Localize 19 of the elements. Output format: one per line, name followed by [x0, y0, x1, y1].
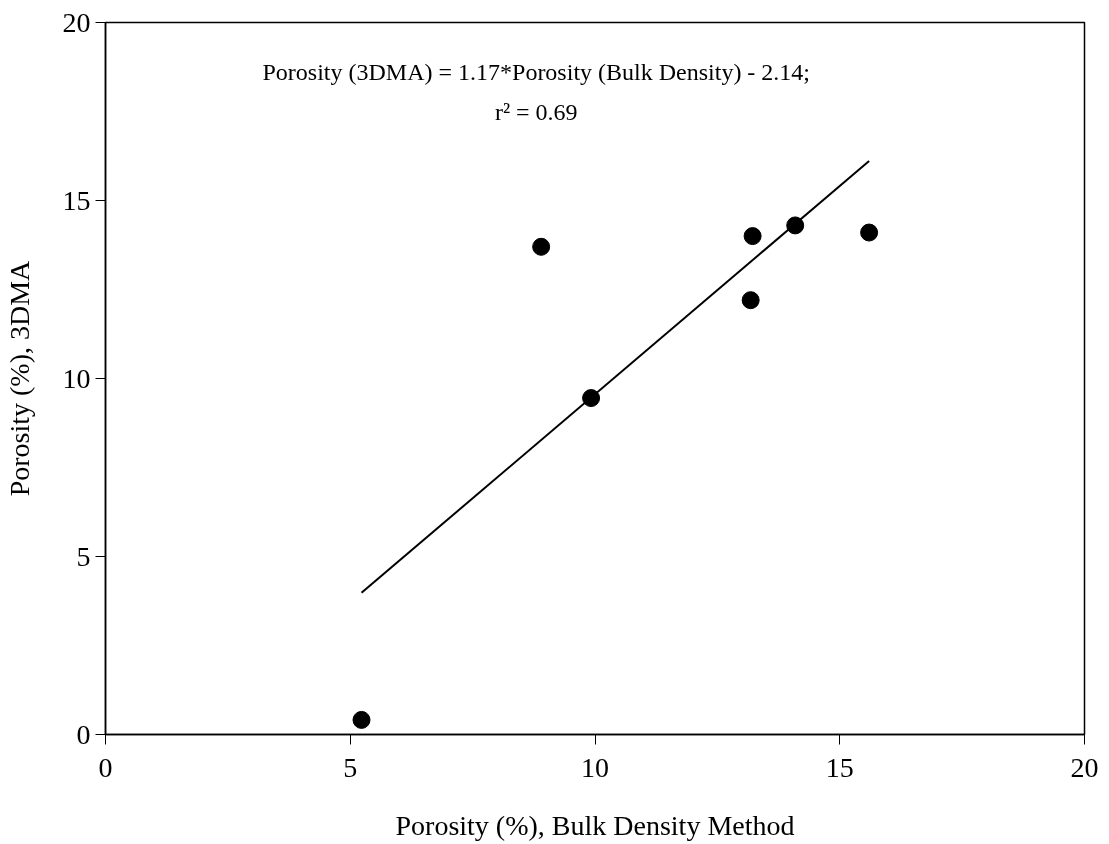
x-tick-label: 15	[825, 751, 854, 783]
x-tick-label: 20	[1070, 751, 1099, 783]
annotation: Porosity (3DMA) = 1.17*Porosity (Bulk Density) - 2.14;	[262, 59, 811, 86]
annotation: r² = 0.69	[494, 98, 578, 125]
point	[741, 291, 760, 310]
point	[860, 223, 879, 242]
x-tick-label: 0	[98, 751, 113, 783]
x-axis-title: Porosity (%), Bulk Density Method	[395, 809, 795, 841]
y-tick-label: 0	[76, 718, 91, 750]
y-axis-title: Porosity (%), 3DMA	[3, 259, 35, 497]
point	[532, 237, 551, 256]
y-tick-label: 10	[62, 362, 91, 394]
x-tick-label: 10	[581, 751, 609, 783]
y-tick-label: 15	[62, 184, 91, 216]
y-tick-label: 5	[76, 540, 91, 572]
x-tick-label: 5	[343, 751, 358, 783]
y-tick-label: 20	[62, 6, 91, 38]
point	[352, 710, 371, 729]
point	[743, 227, 762, 246]
